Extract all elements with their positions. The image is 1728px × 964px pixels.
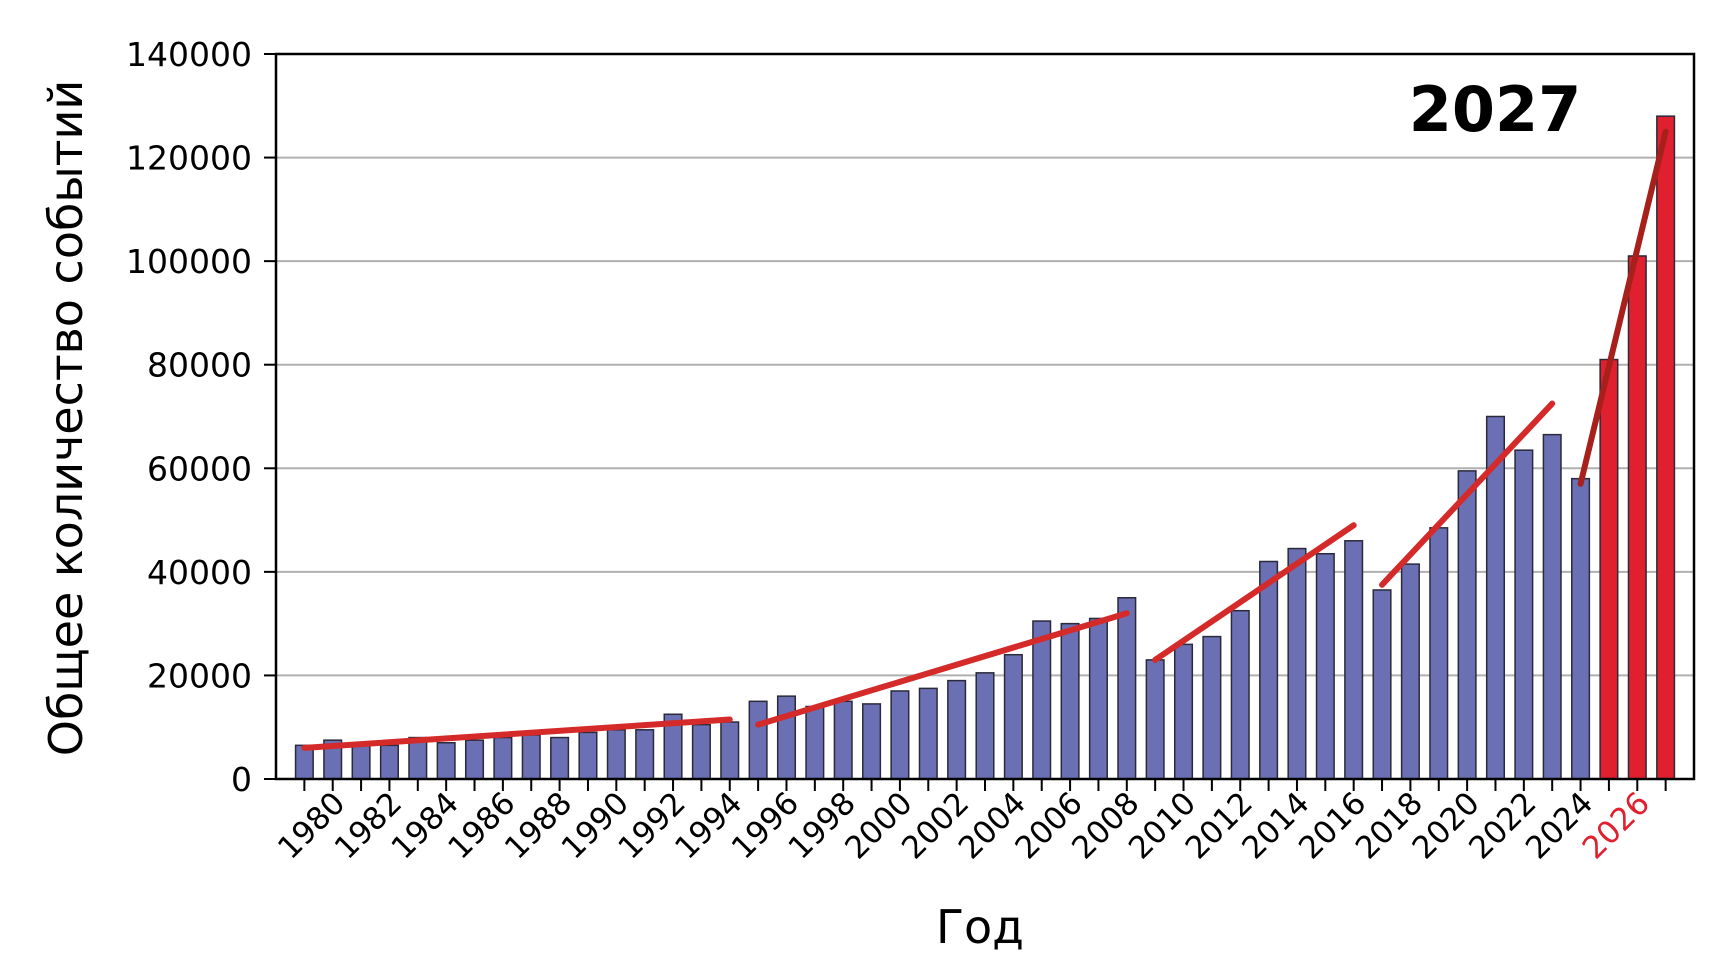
bar [975,672,995,780]
bar [1372,589,1392,780]
bar-highlight [1599,358,1619,780]
trend-line [755,610,1130,728]
bar [1145,659,1165,780]
bar [436,742,456,780]
y-tick-label: 120000 [126,139,252,178]
bar [805,705,825,780]
x-axis-label: Год [936,900,1024,954]
bar [1230,609,1250,780]
bar [947,679,967,780]
x-tick-labels: 1980198219841986198819901992199419961998… [271,785,1657,866]
bar [776,695,797,780]
bar [1429,527,1449,780]
bar [1173,643,1194,780]
trend-line [1577,128,1669,487]
y-tick-label: 100000 [126,242,252,281]
y-tick-label: 80000 [147,346,252,385]
bar [1259,560,1279,780]
bar [550,736,570,780]
bar [464,739,485,780]
y-tick-label: 40000 [147,553,252,592]
bar [1287,547,1307,780]
bar [748,700,768,780]
trend-line [1152,522,1357,663]
bar [1514,449,1534,780]
bar [918,687,938,780]
bar [1088,617,1108,780]
trend-lines [301,128,1669,751]
bar [1315,552,1335,780]
bar [606,729,626,780]
bar [890,690,910,780]
bar [578,731,598,780]
bar [1400,563,1420,780]
y-tick-labels: 0 20000 40000 60000 80000 100000 120000 140000 [126,35,252,799]
bar-highlight [1627,255,1647,780]
bar [1117,597,1137,780]
bar [408,736,428,780]
bar-highlight [1656,115,1676,780]
y-tick-label: 60000 [147,449,252,488]
bars [294,115,1676,780]
plot-frame [274,52,1696,781]
x-tick-label-highlight: 2026 [1576,785,1657,866]
trend-line [301,716,733,751]
bar [379,744,399,780]
bar [635,729,655,780]
bar [1003,653,1023,780]
bar [1571,477,1591,780]
bar [1060,622,1080,780]
bar [1202,635,1222,780]
bar [351,744,371,780]
bar [862,703,882,780]
trend-line [1379,400,1556,588]
bar [521,734,541,780]
highlight-year-label: 2027 [1409,73,1582,146]
bar [720,721,740,780]
bar [833,700,853,780]
bar [691,723,711,780]
axes [264,52,1696,791]
bar [493,736,513,780]
y-axis-label: Общее количество событий [39,80,93,757]
grid-lines [276,156,1694,677]
y-tick-label: 140000 [126,35,252,74]
y-tick-label: 20000 [147,656,252,695]
bar [1457,470,1477,780]
y-tick-label: 0 [231,760,252,799]
bar [1032,620,1052,780]
bar [1542,433,1562,780]
bar [1344,540,1364,780]
